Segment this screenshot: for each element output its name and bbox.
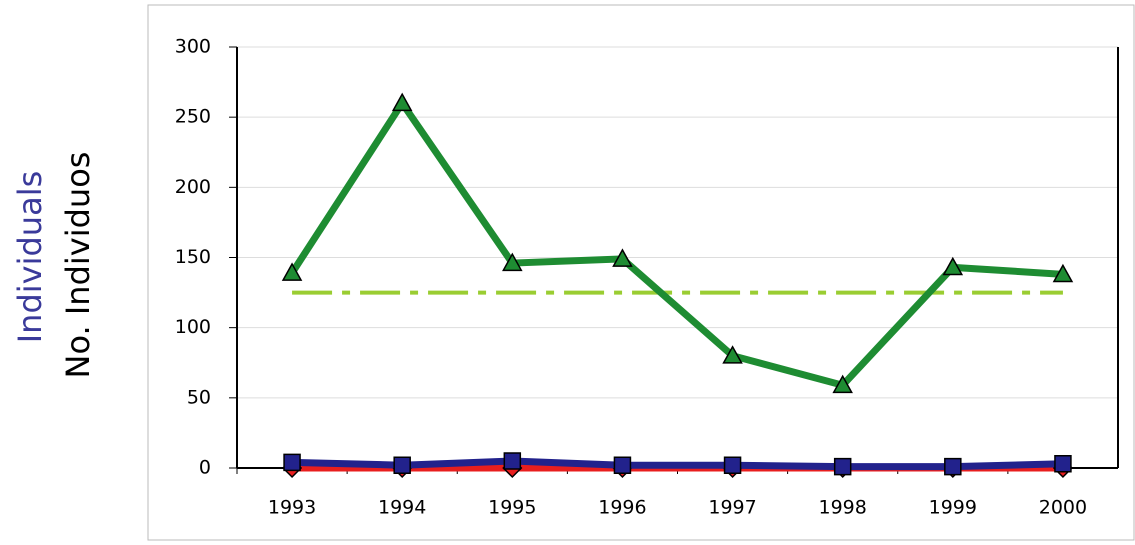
point bbox=[503, 452, 522, 470]
y-tick-label: 150 bbox=[175, 246, 211, 268]
point bbox=[722, 345, 743, 364]
point bbox=[393, 456, 411, 474]
point bbox=[832, 374, 853, 394]
point bbox=[833, 457, 852, 476]
y-tick-label: 50 bbox=[187, 386, 211, 408]
y-axis-label: No. Individuos bbox=[59, 152, 97, 379]
series-line bbox=[291, 457, 1064, 471]
point bbox=[612, 248, 633, 267]
y-axis-label: Individuals bbox=[11, 171, 49, 344]
y-tick-label: 300 bbox=[175, 36, 211, 58]
point bbox=[281, 262, 303, 281]
point bbox=[723, 456, 742, 474]
point bbox=[942, 256, 964, 276]
x-tick-label: 1998 bbox=[819, 497, 867, 519]
x-tick-label: 1997 bbox=[708, 497, 756, 519]
point bbox=[502, 252, 523, 272]
point bbox=[391, 92, 413, 112]
point bbox=[283, 453, 301, 472]
x-tick-label: 1994 bbox=[378, 497, 426, 519]
x-tick-label: 1999 bbox=[929, 497, 977, 519]
point bbox=[613, 456, 632, 474]
point bbox=[1052, 263, 1074, 283]
series-line bbox=[289, 96, 1064, 390]
y-tick-label: 100 bbox=[175, 316, 211, 338]
x-tick-label: 1993 bbox=[268, 497, 316, 519]
point bbox=[944, 457, 962, 476]
x-tick-label: 1996 bbox=[598, 497, 646, 519]
y-tick-label: 200 bbox=[175, 176, 211, 198]
y-tick-label: 250 bbox=[175, 106, 211, 128]
x-tick-label: 1995 bbox=[488, 497, 536, 519]
y-tick-label: 0 bbox=[199, 457, 211, 479]
x-tick-label: 2000 bbox=[1039, 497, 1087, 519]
point bbox=[1054, 455, 1072, 473]
